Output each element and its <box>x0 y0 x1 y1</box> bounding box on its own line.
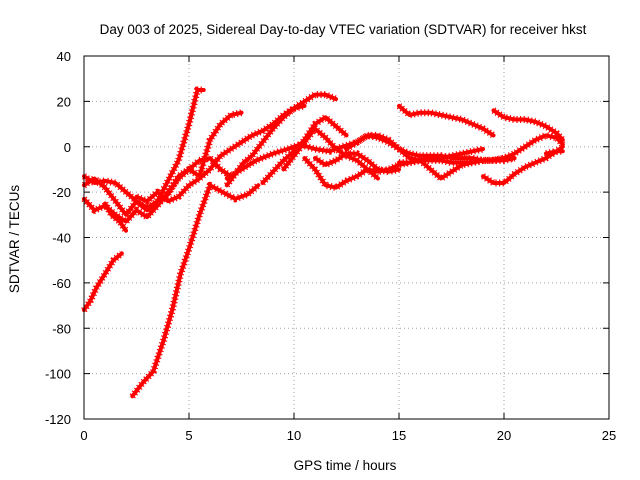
series-markers-s15 <box>344 131 484 164</box>
x-tick-label: 10 <box>287 428 301 443</box>
series-markers-s14 <box>396 103 496 139</box>
y-tick-label: 40 <box>57 49 71 64</box>
y-tick-label: -100 <box>45 367 71 382</box>
series-markers-s13 <box>313 150 400 176</box>
x-tick-label: 15 <box>392 428 406 443</box>
series-line-s17 <box>491 108 565 142</box>
y-tick-label: -80 <box>52 321 71 336</box>
series-markers-s11 <box>280 125 381 182</box>
x-tick-label: 0 <box>80 428 87 443</box>
series-line-s5 <box>82 156 233 217</box>
x-tick-label: 20 <box>497 428 511 443</box>
series-markers-s10 <box>259 113 349 186</box>
x-tick-label: 5 <box>185 428 192 443</box>
x-tick-label: 25 <box>602 428 616 443</box>
series-group <box>81 86 566 399</box>
y-tick-label: -40 <box>52 231 71 246</box>
y-tick-label: -120 <box>45 412 71 427</box>
series-markers-s8 <box>223 91 338 188</box>
ticks: 0 5 10 15 20 25 -120 -100 -80 -60 -40 -20 0 20 40 <box>45 49 616 443</box>
series-line-s2 <box>130 183 261 399</box>
series-line-s7 <box>134 103 307 204</box>
y-tick-label: 20 <box>57 94 71 109</box>
y-axis-label: SDTVAR / TECUs <box>7 185 22 294</box>
series-markers-s2 <box>129 181 261 399</box>
chart-title: Day 003 of 2025, Sidereal Day-to-day VTE… <box>100 22 587 37</box>
x-axis-label: GPS time / hours <box>294 458 397 473</box>
y-tick-label: 0 <box>64 140 71 155</box>
plot-frame <box>83 55 610 420</box>
grid <box>84 56 609 419</box>
series-markers-s19 <box>545 147 563 158</box>
series-line-s1 <box>82 251 124 313</box>
y-tick-label: -20 <box>52 185 71 200</box>
series-line-s14 <box>397 103 496 138</box>
y-tick-label: -60 <box>52 276 71 291</box>
series-line-s16 <box>397 133 565 181</box>
series-markers-s6 <box>101 201 129 233</box>
